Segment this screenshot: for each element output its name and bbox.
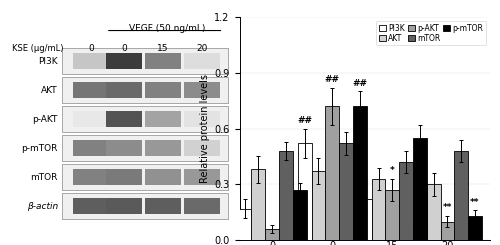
Bar (252, 170, 265, 240)
Bar (339, 144, 353, 240)
Y-axis label: Relative protein levels: Relative protein levels (200, 74, 210, 183)
Text: p-mTOR: p-mTOR (22, 144, 58, 153)
Bar (279, 151, 292, 240)
Bar (413, 138, 427, 240)
Bar (358, 199, 372, 240)
Bar (73, 111, 109, 127)
Bar (106, 198, 142, 214)
Text: p-AKT: p-AKT (32, 115, 58, 124)
Bar (62, 135, 228, 161)
Text: mTOR: mTOR (30, 173, 58, 182)
Bar (184, 140, 220, 156)
Text: **: ** (470, 198, 480, 207)
Text: ##: ## (324, 75, 340, 84)
Bar (145, 170, 181, 185)
Bar (145, 140, 181, 156)
Bar (106, 53, 142, 69)
Bar (427, 184, 440, 240)
Bar (73, 170, 109, 185)
Bar (238, 208, 252, 240)
Bar (106, 111, 142, 127)
Text: 0: 0 (88, 44, 94, 53)
Bar (386, 190, 399, 240)
Bar (106, 170, 142, 185)
Bar (184, 170, 220, 185)
Text: **: ** (442, 203, 452, 212)
Bar (62, 193, 228, 219)
Bar (62, 77, 228, 103)
Bar (145, 83, 181, 98)
Text: *: * (362, 177, 367, 186)
Bar (73, 198, 109, 214)
Text: PI3K: PI3K (38, 57, 58, 66)
Bar (440, 221, 454, 240)
Bar (184, 198, 220, 214)
Bar (326, 106, 339, 240)
Bar (145, 111, 181, 127)
Bar (73, 140, 109, 156)
Text: **: ** (415, 207, 424, 216)
Bar (106, 83, 142, 98)
Bar (184, 111, 220, 127)
Bar (312, 171, 326, 240)
Legend: PI3K, AKT, p-AKT, mTOR, p-mTOR: PI3K, AKT, p-AKT, mTOR, p-mTOR (376, 21, 486, 46)
Bar (353, 106, 366, 240)
Text: β-actin: β-actin (26, 202, 58, 211)
Text: 0: 0 (121, 44, 126, 53)
Text: 20: 20 (196, 44, 208, 53)
Text: *: * (390, 166, 394, 175)
Bar (265, 229, 279, 240)
Bar (184, 83, 220, 98)
Bar (184, 53, 220, 69)
Bar (454, 151, 468, 240)
Text: VEGF (50 ng/mL): VEGF (50 ng/mL) (128, 24, 205, 33)
Bar (292, 190, 306, 240)
Bar (413, 225, 427, 240)
Bar (73, 83, 109, 98)
Text: KSE (μg/mL): KSE (μg/mL) (12, 44, 64, 53)
Bar (399, 162, 413, 240)
Text: ##: ## (352, 79, 367, 88)
Bar (73, 53, 109, 69)
Text: AKT: AKT (42, 86, 58, 95)
Bar (62, 106, 228, 132)
Bar (106, 140, 142, 156)
Bar (145, 53, 181, 69)
Text: ##: ## (297, 116, 312, 125)
Text: 15: 15 (158, 44, 169, 53)
Bar (62, 48, 228, 74)
Bar (372, 179, 386, 240)
Bar (298, 144, 312, 240)
Bar (62, 164, 228, 190)
Bar (468, 216, 482, 240)
Bar (145, 198, 181, 214)
